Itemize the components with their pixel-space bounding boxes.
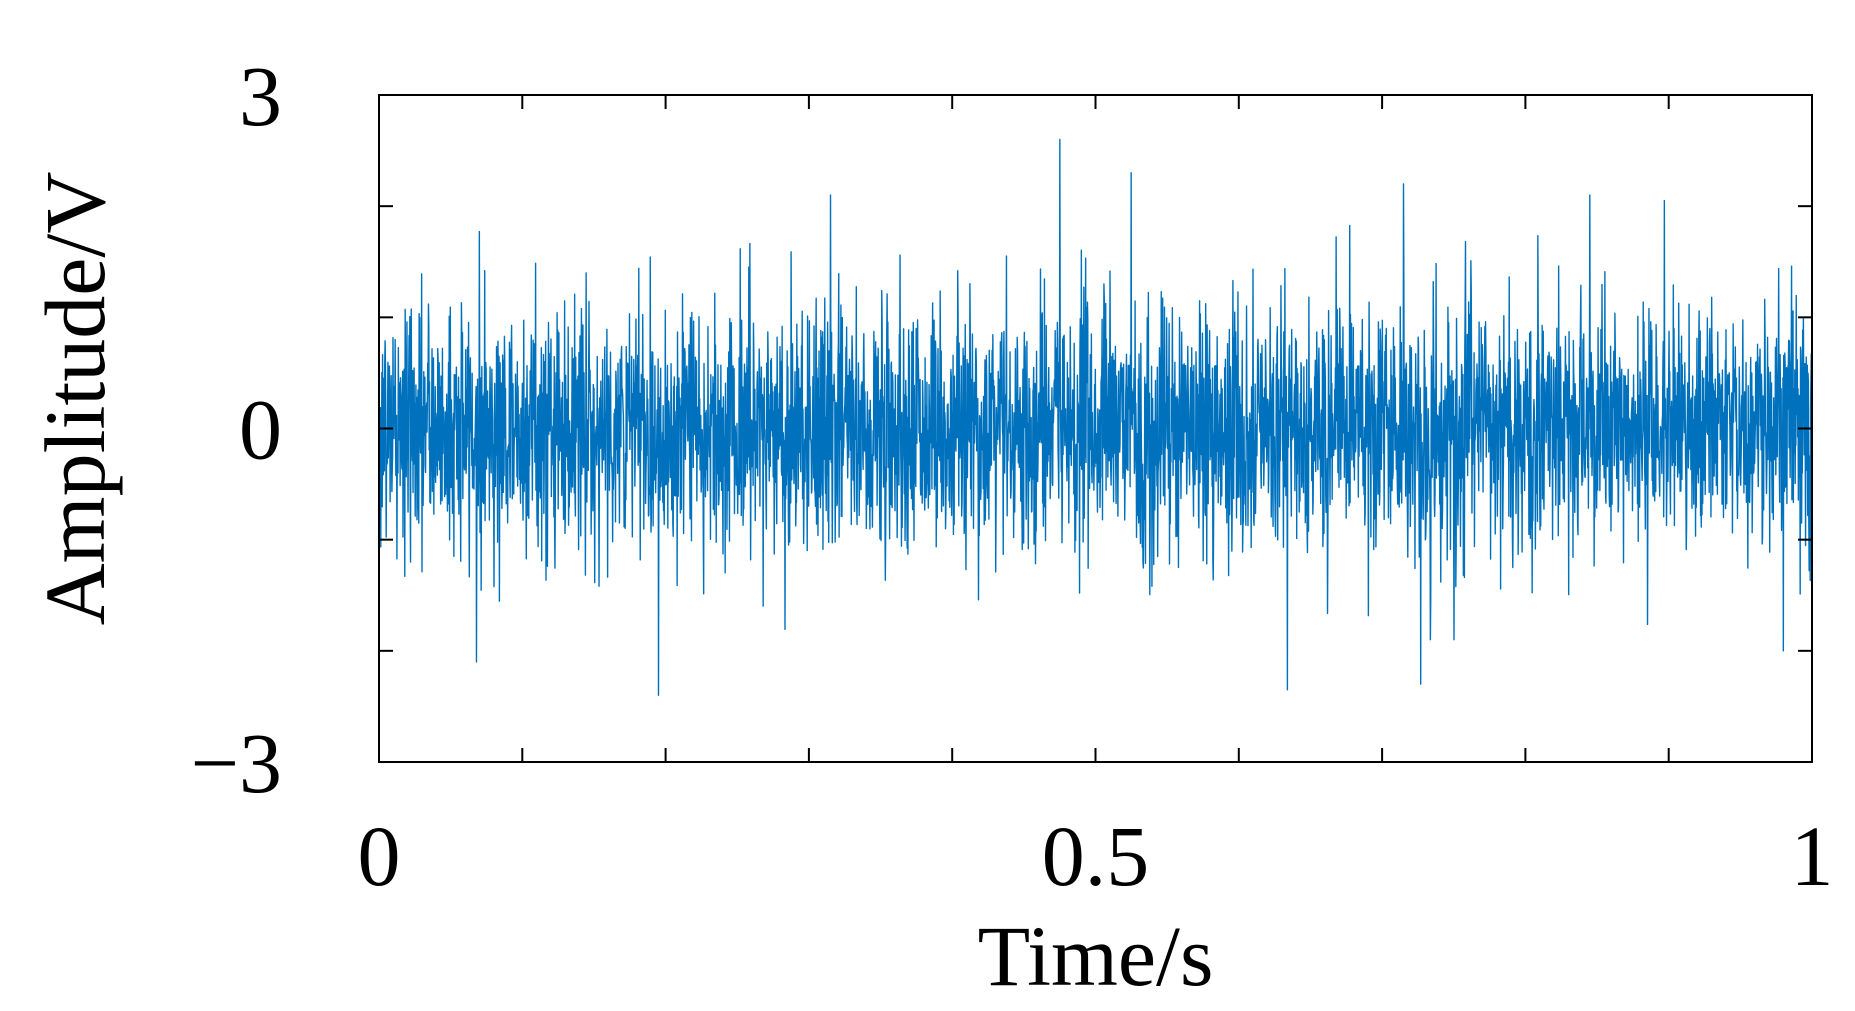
- plot-area: [378, 138, 1813, 696]
- x-tick-label: 0.5: [1042, 808, 1150, 904]
- x-tick-label: 1: [1791, 808, 1834, 904]
- series-line: [378, 138, 1813, 696]
- x-axis-label: Time/s: [978, 908, 1214, 1004]
- y-axis-label: Amplitude/V: [27, 172, 123, 626]
- ticks: 0 0.5 1 −3 0 3: [190, 48, 1833, 904]
- y-tick-label: −3: [190, 715, 282, 811]
- y-tick-label: 3: [239, 48, 282, 144]
- x-tick-label: 0: [358, 808, 401, 904]
- y-tick-label: 0: [239, 382, 282, 478]
